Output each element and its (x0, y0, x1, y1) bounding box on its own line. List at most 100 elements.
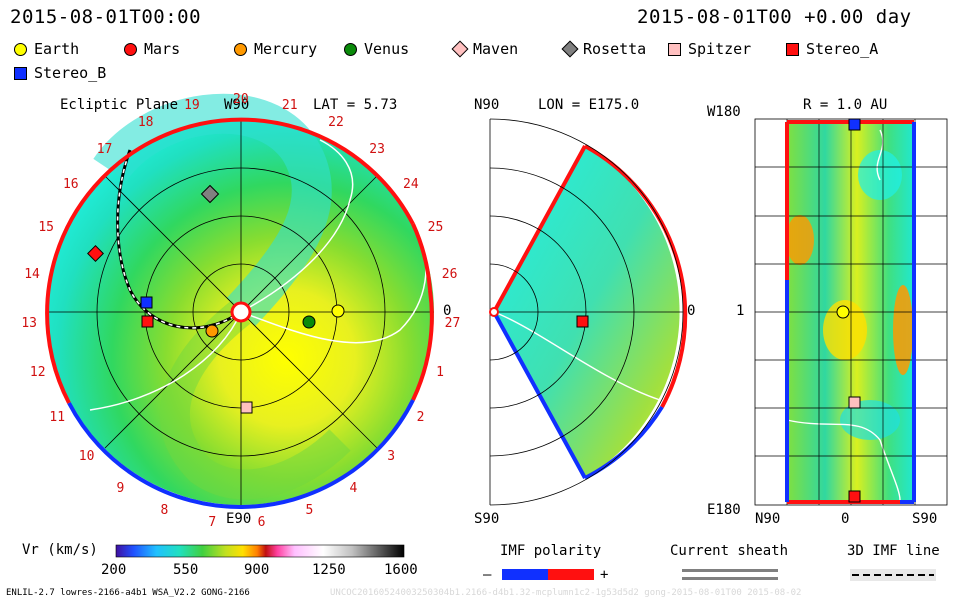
spitzer-marker (240, 401, 253, 414)
carrington-tick: 25 (427, 220, 444, 236)
radial-bottom-left: E180 (707, 502, 741, 518)
radial-top-left: W180 (707, 104, 741, 120)
imf-polarity-label: IMF polarity (500, 543, 602, 559)
carrington-tick: 26 (441, 267, 458, 283)
carrington-tick: 3 (387, 449, 396, 465)
carrington-tick: 16 (62, 177, 79, 193)
imf-positive-bar (548, 569, 594, 580)
radial-x-label-2: S90 (912, 511, 938, 527)
legend-label: Earth (34, 40, 80, 58)
legend-label: Maven (473, 40, 519, 58)
colorbar-tick-4: 1600 (384, 562, 418, 578)
colorbar-tick-3: 1250 (312, 562, 346, 578)
legend-label: Stereo_A (806, 40, 879, 58)
carrington-tick: 8 (160, 503, 169, 519)
spitzer-marker-radial (848, 396, 861, 409)
sun-marker (230, 301, 252, 323)
carrington-tick: 24 (403, 177, 419, 193)
current-sheath-label: Current sheath (670, 543, 789, 559)
carrington-tick: 18 (137, 114, 154, 130)
rosetta-marker (200, 184, 220, 204)
carrington-tick: 22 (328, 114, 344, 130)
legend-item-stereo-a: Stereo_A (786, 40, 878, 58)
circle-icon (124, 42, 137, 56)
ecliptic-panel (45, 93, 434, 509)
velocity-colorbar (115, 544, 405, 558)
legend-item-earth: Earth (14, 40, 79, 58)
legend-label: Venus (364, 40, 410, 58)
carrington-tick: 2 (416, 410, 425, 425)
carrington-tick: 7 (208, 514, 217, 530)
meridional-lon-label: LON = E175.0 (538, 97, 640, 113)
imf-line-label: 3D IMF line (847, 543, 940, 559)
legend-item-maven: Maven (451, 40, 519, 58)
legend-item-mars: Mars (124, 40, 180, 58)
carrington-tick: 19 (184, 97, 200, 113)
carrington-tick: 11 (49, 410, 66, 425)
carrington-tick: 5 (305, 503, 314, 519)
footer-left: ENLIL-2.7 lowres-2166-a4b1 WSA_V2.2 GONG… (6, 588, 250, 598)
mercury-marker (205, 324, 219, 338)
stereo-a-marker (141, 315, 154, 328)
square-icon (668, 42, 681, 56)
carrington-tick: 17 (96, 141, 113, 157)
imf-plus-label: + (600, 567, 609, 583)
carrington-tick: 13 (21, 316, 37, 332)
legend-label: Mercury (254, 40, 318, 58)
ecliptic-bottom-label: E90 (226, 511, 252, 527)
carrington-tick: 27 (444, 316, 461, 332)
radial-title: R = 1.0 AU (803, 97, 888, 113)
legend-item-spitzer: Spitzer (668, 40, 751, 58)
carrington-tick: 9 (116, 481, 125, 497)
footer-right: UNCOC20160524003250304b1.2166-d4b1.32-mc… (330, 588, 802, 598)
carrington-tick: 14 (24, 267, 40, 283)
earth-marker (331, 304, 345, 318)
square-icon (14, 66, 27, 80)
venus-marker (302, 315, 316, 329)
mars-marker (87, 245, 104, 262)
square-icon (786, 42, 799, 56)
right-timestamp: 2015-08-01T00 +0.00 day (637, 6, 912, 28)
current-sheath-line-1 (682, 569, 778, 572)
carrington-tick: 21 (281, 97, 298, 113)
stereo-b-marker (140, 296, 153, 309)
imf-negative-bar (502, 569, 548, 580)
meridional-bottom-label: S90 (474, 511, 500, 527)
carrington-tick: 6 (257, 514, 266, 530)
stereo-a-marker-meridional (576, 315, 589, 328)
imf-minus-label: – (483, 567, 492, 583)
circle-icon (234, 42, 247, 56)
carrington-tick: 23 (369, 141, 385, 157)
earth-marker-radial (836, 305, 850, 319)
meridional-top-label: N90 (474, 97, 500, 113)
legend-label: Mars (144, 40, 181, 58)
meridional-panel (489, 118, 688, 506)
colorbar-tick-2: 900 (244, 562, 270, 578)
colorbar-tick-1: 550 (173, 562, 199, 578)
legend-item-rosetta: Rosetta (561, 40, 647, 58)
radial-mid-left: 1 (736, 303, 745, 319)
ecliptic-top-label: W90 (224, 97, 250, 113)
colorbar-label: Vr (km/s) (22, 542, 98, 558)
legend-item-venus: Venus (344, 40, 409, 58)
current-sheath-line-2 (682, 577, 778, 580)
radial-x-label-0: N90 (755, 511, 781, 527)
legend-label: Rosetta (583, 40, 647, 58)
meridional-right-label: 0 (687, 303, 696, 319)
circle-icon (344, 42, 357, 56)
imf-line-sample-bg (850, 569, 936, 581)
carrington-tick: 12 (29, 364, 46, 380)
legend-label: Spitzer (688, 40, 752, 58)
legend-item-stereo-b: Stereo_B (14, 64, 106, 82)
ecliptic-right-label: 0 (443, 303, 452, 319)
left-timestamp: 2015-08-01T00:00 (10, 6, 202, 28)
circle-icon (14, 42, 27, 56)
ecliptic-lat-label: LAT = 5.73 (313, 97, 398, 113)
carrington-tick: 1 (436, 364, 444, 380)
carrington-tick: 4 (349, 481, 358, 497)
colorbar-tick-0: 200 (101, 562, 127, 578)
radial-x-label-1: 0 (841, 511, 850, 527)
carrington-tick: 15 (38, 220, 54, 236)
ecliptic-title: Ecliptic Plane (60, 97, 179, 113)
